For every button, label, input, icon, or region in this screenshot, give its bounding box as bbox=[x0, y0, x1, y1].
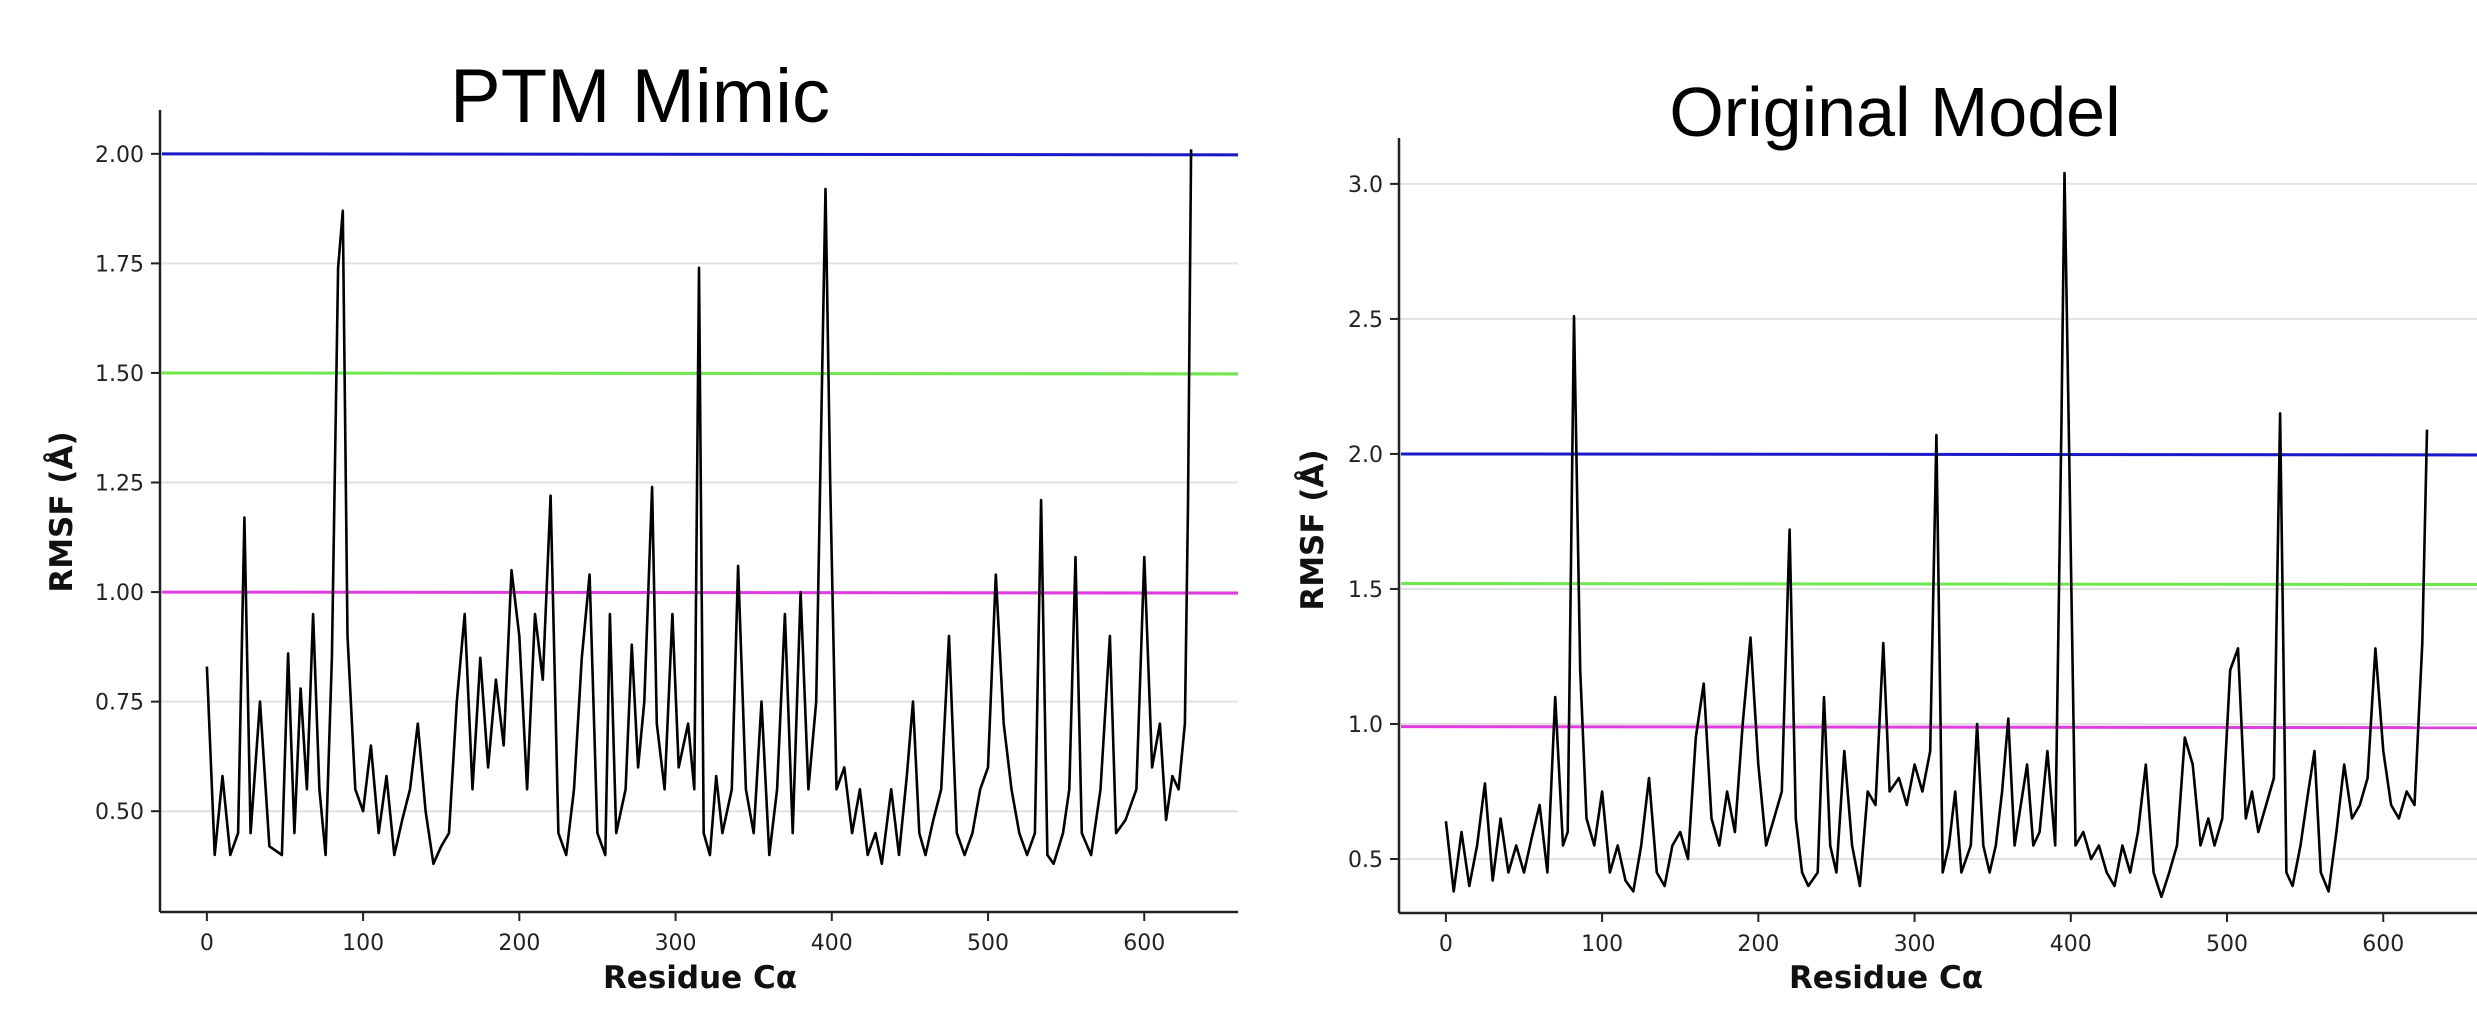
y-tick-label: 0.50 bbox=[95, 800, 144, 825]
threshold-line bbox=[161, 152, 1239, 157]
chart-panel-original-model: Original Model 0.5 1.0 1.5 2.0 2.5 3.0 0 100 200… bbox=[1240, 0, 2477, 1031]
y-tick-label: 1.5 bbox=[1348, 578, 1383, 603]
threshold-line bbox=[161, 590, 1239, 595]
x-tick-label: 0 bbox=[200, 931, 214, 956]
x-tick-label: 500 bbox=[967, 931, 1009, 956]
chart-panel-ptm-mimic: PTM Mimic 0.50 0.75 1.00 1.25 1.50 1.75 2.00 0 1… bbox=[43, 54, 1239, 996]
chart-title: Original Model bbox=[1669, 73, 2120, 151]
x-tick-label: 100 bbox=[342, 931, 384, 956]
y-tick-label: 1.0 bbox=[1348, 713, 1383, 738]
axes: 0.50 0.75 1.00 1.25 1.50 1.75 2.00 0 100 200 300 40… bbox=[95, 110, 1238, 956]
y-tick-label: 1.00 bbox=[95, 581, 144, 606]
x-tick-label: 600 bbox=[2362, 932, 2404, 957]
x-tick-label: 100 bbox=[1581, 932, 1623, 957]
chart-original-model: Original Model 0.5 1.0 1.5 2.0 2.5 3.0 0 100 200… bbox=[1294, 73, 2477, 996]
y-tick-label: 2.00 bbox=[95, 143, 144, 168]
y-tick-label: 3.0 bbox=[1348, 173, 1383, 198]
axes: 0.5 1.0 1.5 2.0 2.5 3.0 0 100 200 300 400 500 600 bbox=[1348, 138, 2477, 957]
x-tick-label: 200 bbox=[498, 931, 540, 956]
x-tick-label: 600 bbox=[1123, 931, 1165, 956]
y-tick-label: 1.50 bbox=[95, 362, 144, 387]
x-tick-label: 400 bbox=[2050, 932, 2092, 957]
x-tick-label: 300 bbox=[1894, 932, 1936, 957]
y-tick-label: 0.5 bbox=[1348, 848, 1383, 873]
series-lines bbox=[1444, 171, 2429, 899]
rmsf-line bbox=[205, 149, 1193, 866]
y-tick-label: 1.25 bbox=[95, 472, 144, 497]
x-axis-label: Residue Cα bbox=[1789, 960, 1983, 996]
x-tick-label: 0 bbox=[1439, 932, 1453, 957]
x-tick-label: 300 bbox=[655, 931, 697, 956]
threshold-line bbox=[1400, 452, 2477, 457]
y-tick-label: 0.75 bbox=[95, 691, 144, 716]
x-tick-label: 500 bbox=[2206, 932, 2248, 957]
x-axis-label: Residue Cα bbox=[603, 960, 797, 996]
y-tick-label: 2.0 bbox=[1348, 443, 1383, 468]
y-tick-label: 1.75 bbox=[95, 252, 144, 277]
y-axis-label: RMSF (Å) bbox=[43, 431, 80, 592]
x-tick-label: 400 bbox=[811, 931, 853, 956]
chart-ptm-mimic: PTM Mimic 0.50 0.75 1.00 1.25 1.50 1.75 2.00 0 1… bbox=[43, 54, 1239, 996]
rmsf-line bbox=[1444, 171, 2429, 899]
threshold-line bbox=[1400, 725, 2477, 730]
y-tick-label: 2.5 bbox=[1348, 308, 1383, 333]
series-lines bbox=[205, 149, 1193, 866]
grid-lines bbox=[160, 152, 1238, 813]
x-tick-label: 200 bbox=[1737, 932, 1779, 957]
y-axis-label: RMSF (Å) bbox=[1294, 449, 1331, 610]
chart-title: PTM Mimic bbox=[450, 54, 830, 139]
